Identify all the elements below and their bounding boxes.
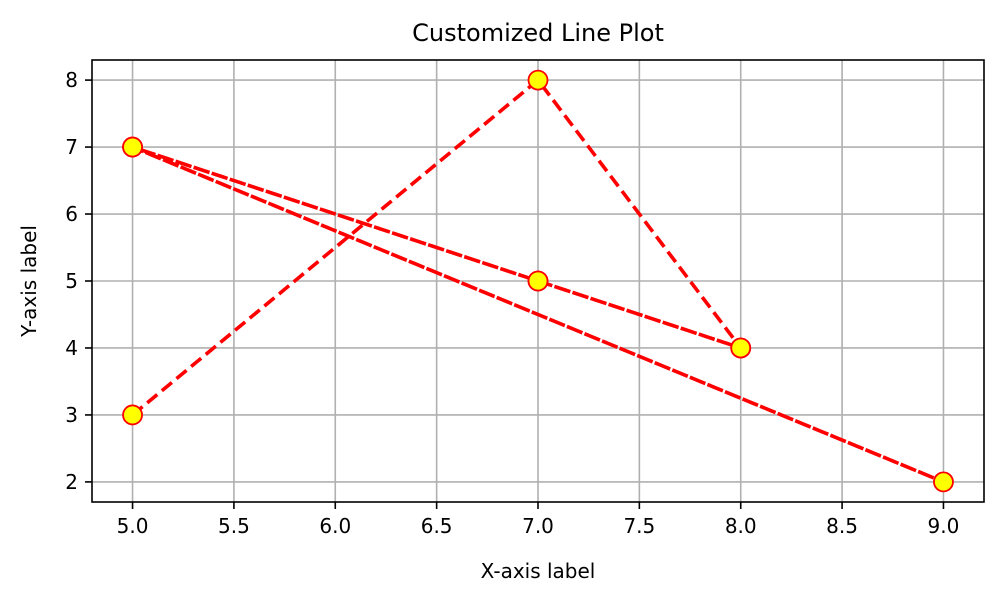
y-axis-title: Y-axis label: [17, 225, 41, 338]
y-tick-label: 5: [65, 269, 78, 293]
x-tick-label: 7.5: [623, 514, 655, 538]
y-tick-label: 8: [65, 68, 78, 92]
x-tick-label: 7.0: [522, 514, 554, 538]
y-tick-label: 6: [65, 202, 78, 226]
x-tick-label: 9.0: [928, 514, 960, 538]
x-tick-label: 6.0: [319, 514, 351, 538]
chart-title: Customized Line Plot: [412, 19, 664, 47]
y-tick-label: 3: [65, 403, 78, 427]
data-point: [527, 69, 549, 91]
data-point: [730, 337, 752, 359]
data-point: [122, 136, 143, 158]
y-tick-label: 2: [65, 470, 78, 494]
data-point: [933, 471, 954, 493]
data-point: [527, 270, 549, 292]
x-tick-label: 6.5: [421, 514, 453, 538]
x-axis-title: X-axis label: [481, 559, 596, 583]
x-tick-label: 8.0: [725, 514, 757, 538]
x-axis-ticks: 5.0 5.5 6.0 6.5 7.0 7.5 8.0 8.5 9.0: [117, 502, 960, 538]
y-tick-label: 4: [65, 336, 78, 360]
x-tick-label: 8.5: [826, 514, 858, 538]
marker-layer: [122, 69, 954, 493]
y-tick-label: 7: [65, 135, 78, 159]
y-axis-ticks: 2 3 4 5 6 7 8: [65, 68, 92, 494]
x-tick-label: 5.0: [117, 514, 149, 538]
data-point: [122, 404, 143, 426]
x-tick-label: 5.5: [218, 514, 250, 538]
